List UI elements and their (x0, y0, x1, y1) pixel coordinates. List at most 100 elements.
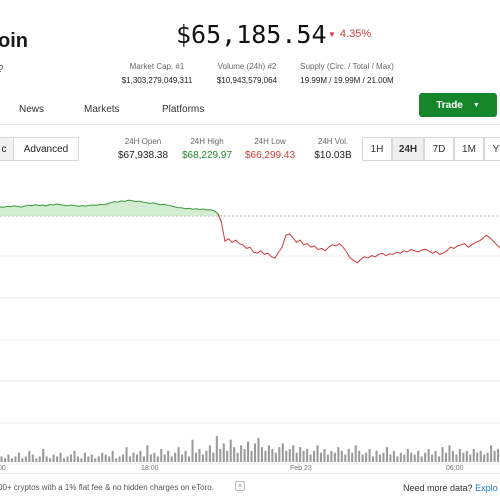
range-24h[interactable]: 24H (392, 137, 424, 161)
volume-bar (486, 452, 489, 462)
more-data-prefix: Need more data? (403, 483, 473, 493)
volume-bar (462, 452, 465, 462)
volume-bar (313, 450, 316, 462)
volume-bar (42, 449, 45, 462)
volume-bar (94, 458, 97, 462)
volume-bar (73, 450, 76, 462)
volume-bar (438, 456, 441, 462)
chart-type-advanced[interactable]: Advanced (13, 137, 79, 161)
volume-bar (153, 452, 156, 462)
price-line-down (217, 213, 500, 264)
volume-bar (455, 454, 458, 462)
volume-bar (63, 458, 66, 462)
volume-bar (201, 454, 204, 462)
volume-bar (118, 456, 121, 462)
open-value: $67,938.38 (117, 150, 169, 161)
volume-bar (375, 450, 378, 462)
volume-value: $10,943,579,064 (216, 76, 278, 85)
tab-platforms[interactable]: Platforms (162, 104, 205, 115)
market-cap-value: $1,303,279,049,311 (121, 76, 193, 85)
volume-bar (215, 436, 218, 462)
volume-label: Volume (24h) #2 (217, 62, 277, 71)
trade-button[interactable]: Trade ▼ (419, 93, 497, 117)
volume-bar (160, 449, 163, 462)
volume-bar (292, 445, 295, 462)
volume-bar (285, 450, 288, 462)
volume-bar (399, 452, 402, 462)
volume-bar (76, 456, 79, 462)
high-label: 24H High (190, 137, 224, 146)
volume-bar (17, 452, 20, 462)
range-7d[interactable]: 7D (424, 137, 454, 161)
volume-bar (45, 456, 48, 462)
volume-bar (87, 456, 90, 462)
volume-bar (281, 443, 284, 462)
volume-bar (212, 452, 215, 462)
volume-bar (21, 458, 24, 462)
volume-bar (267, 445, 270, 462)
close-icon[interactable]: × (235, 481, 245, 491)
volume-bar (448, 445, 451, 462)
range-1h[interactable]: 1H (362, 137, 392, 161)
volume-bar (392, 450, 395, 462)
volume-bar (7, 454, 10, 462)
volume-bar (316, 445, 319, 462)
coin-name: oin (0, 30, 28, 52)
volume-bar (97, 456, 100, 462)
volume-bar (424, 452, 427, 462)
volume-bar (31, 454, 34, 462)
volume-bar (458, 449, 461, 462)
volume-bar (413, 454, 416, 462)
tab-markets[interactable]: Markets (84, 104, 120, 115)
volume-bar (156, 456, 159, 462)
volume-bar (274, 452, 277, 462)
volume-bar (184, 450, 187, 462)
volume-bar (378, 454, 382, 462)
volume-bar (403, 454, 406, 462)
tab-news[interactable]: News (19, 104, 45, 115)
volume-bar (264, 450, 267, 462)
volume-bar (476, 452, 479, 462)
volume-bar (396, 456, 399, 462)
volume-bar (149, 454, 152, 462)
volume-bar (80, 458, 83, 462)
volume-bar (132, 452, 135, 462)
volume-bar (146, 445, 149, 462)
range-1m[interactable]: 1M (454, 137, 484, 161)
chart-type-basic[interactable]: c (0, 137, 14, 161)
volume-bar (306, 449, 309, 462)
coin-help-icon[interactable]: ? (0, 64, 6, 78)
volume-bar (14, 456, 17, 462)
volume-bar (135, 454, 138, 462)
volume-bar (122, 454, 125, 462)
low-value: $66,299.43 (244, 150, 296, 161)
volume-bar (250, 450, 253, 462)
volume-bar (361, 454, 364, 462)
price-chart[interactable] (0, 170, 500, 470)
x-tick-label: 00 (0, 465, 6, 472)
volume-bar (434, 450, 437, 462)
trade-button-label: Trade (436, 99, 463, 111)
volume-bar (497, 449, 500, 462)
explore-link[interactable]: Explo (475, 483, 498, 493)
volume-bar (347, 449, 350, 462)
volume-bar (111, 450, 114, 462)
footer-divider (0, 473, 500, 474)
volume-bar (243, 449, 246, 462)
volume-bar (104, 454, 107, 462)
volume-bar (191, 439, 194, 462)
volume-bar (229, 439, 232, 462)
vol-value: $10.03B (314, 150, 352, 161)
volume-bar (35, 458, 38, 462)
volume-bar (309, 454, 312, 462)
vol-label: 24H Vol. (317, 137, 349, 146)
range-ytd[interactable]: YT (484, 137, 500, 161)
volume-bar (330, 450, 333, 462)
volume-bar (469, 454, 472, 462)
volume-bar (302, 450, 305, 462)
volume-bar (372, 456, 375, 462)
volume-bar (326, 454, 329, 462)
volume-bar (385, 447, 388, 462)
current-price: $65,185.54 (176, 20, 327, 49)
volume-bar (368, 449, 371, 462)
